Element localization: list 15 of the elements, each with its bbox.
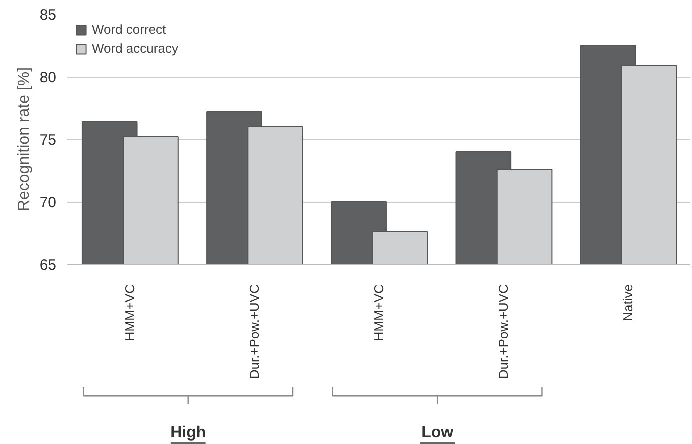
legend-label: Word accuracy — [92, 41, 178, 56]
x-tick-label: HMM+VC — [372, 284, 386, 342]
y-axis-title: Recognition rate [%] — [16, 67, 33, 212]
text: High — [170, 424, 206, 442]
x-tick-label: Dur.+Pow.+UVC — [496, 284, 512, 380]
y-tick-label: 75 — [40, 132, 57, 149]
y-tick-label: 70 — [40, 194, 57, 212]
x-tick-label: Dur.+Pow.+UVC — [246, 284, 262, 380]
x-tick-label: HMM+VC — [122, 284, 138, 342]
text: Low — [422, 424, 454, 442]
x-tick-label: Native — [620, 284, 636, 322]
y-tick-label: 65 — [40, 257, 57, 274]
legend-label: Word correct — [92, 22, 166, 37]
y-tick-label: 85 — [40, 7, 57, 24]
y-tick-label: 80 — [40, 70, 57, 86]
